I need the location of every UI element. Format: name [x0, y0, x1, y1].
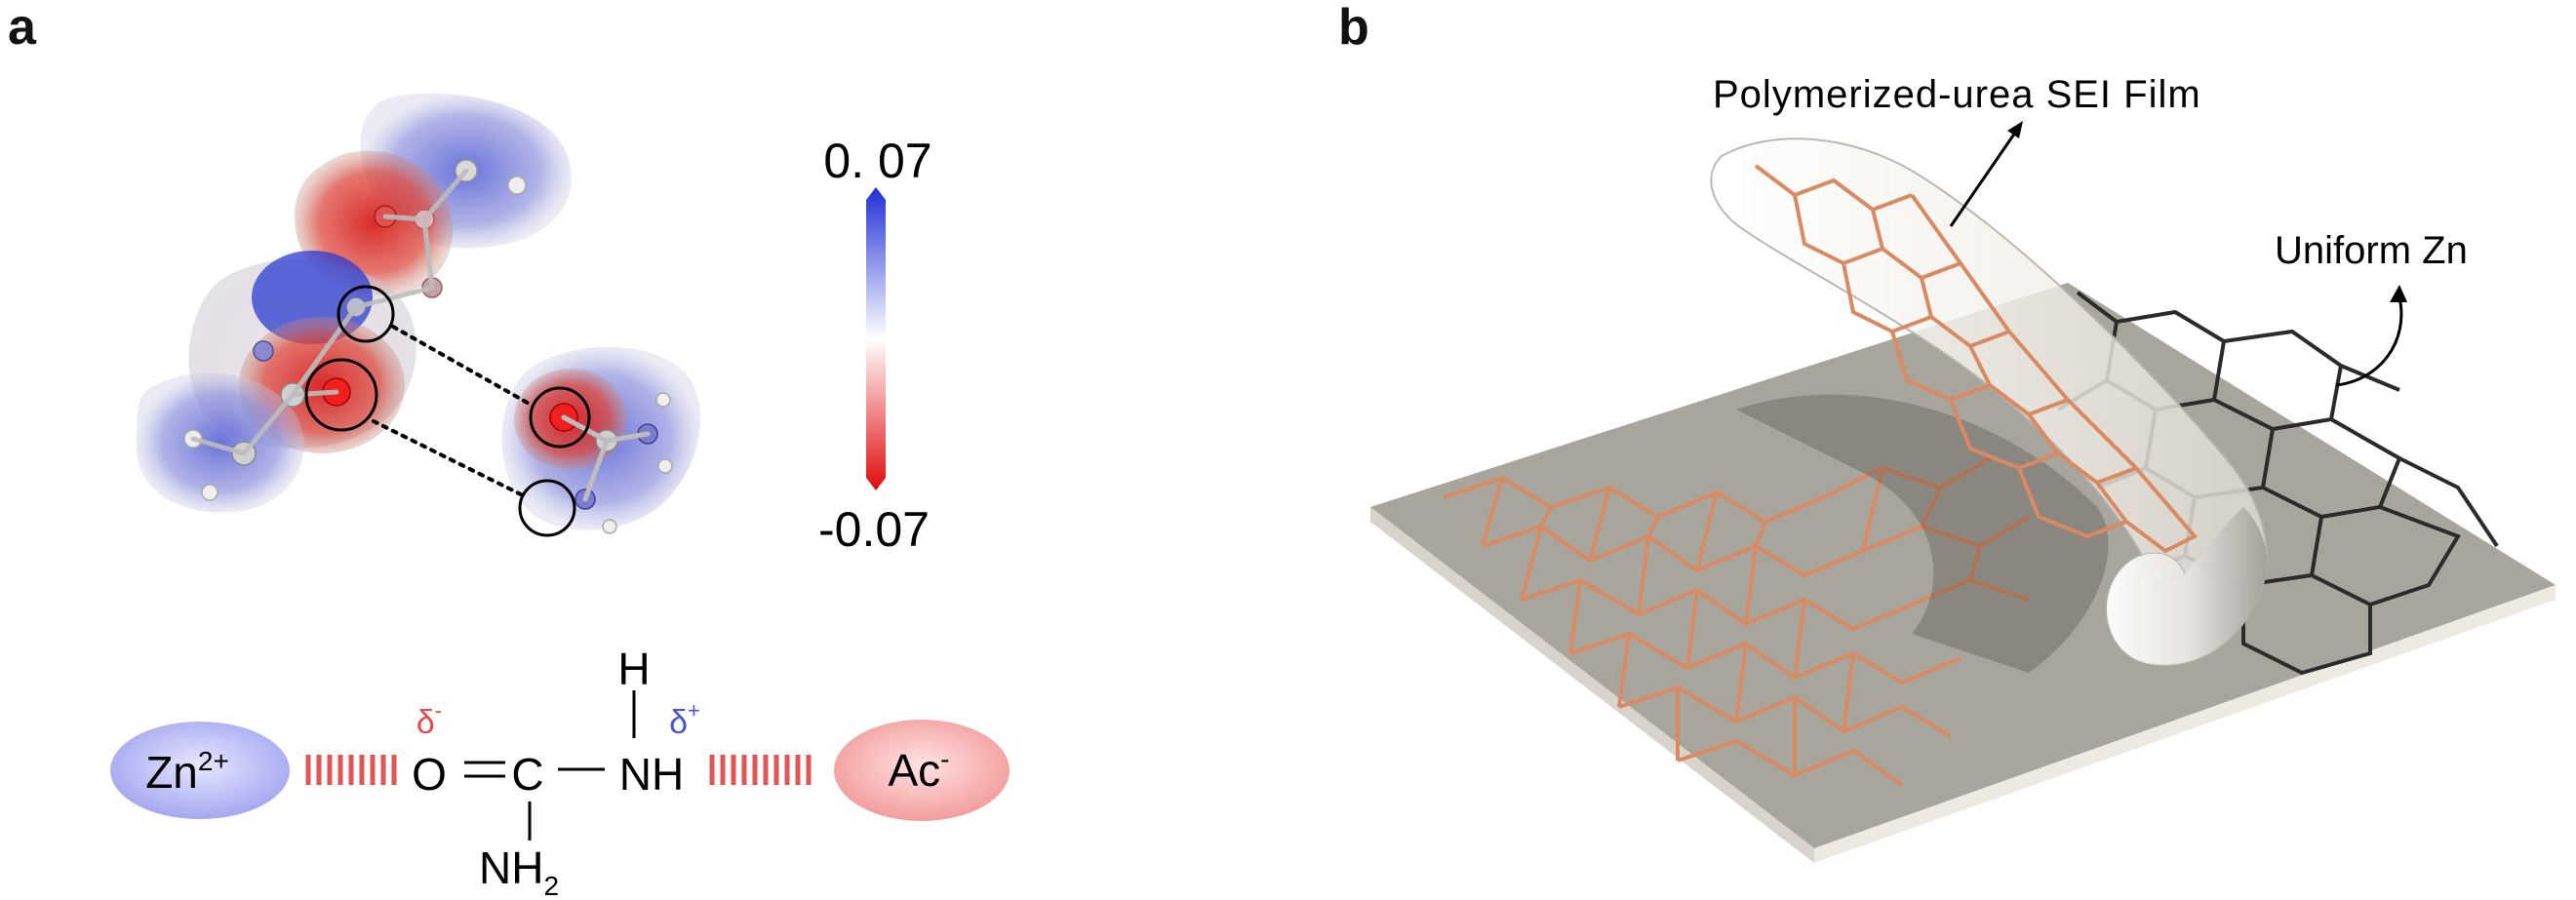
interaction-markers [304, 285, 591, 537]
sei-film-curl [1710, 137, 2268, 666]
annotations-b: Polymerized-urea SEI Film Uniform Zn [1713, 73, 2468, 387]
sei-arrow-head [2007, 121, 2023, 138]
zn-arrow-head [2390, 285, 2407, 302]
sei-network-curl [1754, 164, 2199, 554]
atom-bonds [190, 168, 469, 456]
carbon-label: C [511, 749, 543, 800]
marker-circle-o [304, 358, 378, 432]
zn-substrate [1370, 283, 2556, 863]
esp-surface-acetate-complex [137, 93, 572, 513]
colorbar-min-label: -0.07 [818, 502, 930, 557]
delta-plus-label: δ+ [669, 698, 700, 741]
esp-lobe-lower-left [137, 372, 304, 513]
zn-arrow-line [2335, 296, 2403, 387]
zn-slab-edge-left [1370, 507, 1814, 863]
hydrogen-bond-lines [372, 325, 535, 497]
delta-minus-label: δ- [416, 698, 442, 741]
colorbar-max-label: 0. 07 [823, 134, 931, 188]
double-bond-co [464, 761, 505, 778]
marker-circle-urea-h [518, 479, 576, 537]
panel-label-a: a [8, 0, 36, 56]
sei-arrow-line [1949, 132, 2017, 227]
nh-label: NH [619, 749, 684, 800]
colorbar-gradient [866, 187, 886, 490]
sei-film-roll [2107, 507, 2267, 665]
sei-film-label: Polymerized-urea SEI Film [1713, 73, 2201, 116]
esp-surface-urea [501, 346, 701, 534]
zn-label: Uniform Zn [2275, 229, 2468, 272]
anion-label: Ac- [888, 744, 949, 796]
carbonyl-oxygen-label: O [412, 749, 447, 800]
curl-shadow [1736, 394, 2109, 673]
cation-label: Zn2+ [145, 746, 229, 798]
sei-network-flat [1443, 456, 2031, 787]
marker-circle-n [337, 285, 395, 343]
marker-circle-urea-o [529, 386, 591, 449]
colorbar: 0. 07 -0.07 [818, 134, 932, 557]
cation-ellipse [110, 722, 290, 819]
ionic-link-right [709, 755, 812, 785]
panel-label-b: b [1338, 0, 1369, 56]
anion-ellipse [834, 720, 1010, 821]
interaction-scheme: Zn2+ O δ- C NH H δ+ NH2 Ac- [110, 644, 1010, 900]
nh2-label: NH2 [479, 842, 559, 900]
hydrogen-label: H [617, 644, 650, 694]
ionic-link-left [305, 755, 397, 785]
